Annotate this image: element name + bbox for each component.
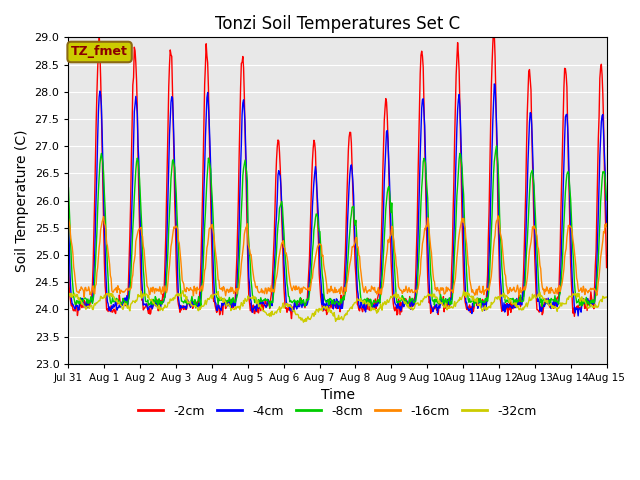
Line: -4cm: -4cm bbox=[68, 84, 607, 316]
-2cm bbox=[74, 307, 82, 313]
Text: TZ_fmet: TZ_fmet bbox=[71, 46, 128, 59]
-8cm bbox=[184, 301, 192, 307]
-32cm bbox=[404, 301, 412, 307]
-16cm bbox=[81, 294, 88, 300]
-2cm bbox=[490, 26, 497, 32]
-2cm bbox=[65, 253, 72, 259]
-32cm bbox=[214, 292, 221, 298]
-8cm bbox=[419, 159, 427, 165]
-4cm bbox=[184, 300, 192, 306]
X-axis label: Time: Time bbox=[321, 388, 355, 402]
-16cm bbox=[74, 289, 82, 295]
-32cm bbox=[65, 293, 72, 299]
-32cm bbox=[185, 299, 193, 305]
-32cm bbox=[603, 294, 611, 300]
-2cm bbox=[184, 300, 192, 306]
-32cm bbox=[130, 299, 138, 304]
-32cm bbox=[74, 296, 82, 302]
-2cm bbox=[130, 74, 138, 80]
-16cm bbox=[65, 216, 72, 221]
-4cm bbox=[574, 313, 582, 319]
-8cm bbox=[214, 295, 221, 300]
-4cm bbox=[603, 223, 611, 229]
-8cm bbox=[493, 143, 500, 149]
Line: -2cm: -2cm bbox=[68, 29, 607, 319]
-2cm bbox=[603, 264, 611, 270]
-16cm bbox=[185, 288, 193, 294]
-4cm bbox=[403, 298, 411, 304]
-4cm bbox=[74, 307, 82, 313]
-2cm bbox=[213, 310, 221, 315]
-8cm bbox=[74, 300, 82, 306]
-2cm bbox=[419, 64, 427, 70]
-4cm bbox=[213, 307, 221, 313]
-16cm bbox=[419, 237, 427, 243]
-4cm bbox=[65, 216, 72, 222]
-16cm bbox=[214, 267, 221, 273]
Legend: -2cm, -4cm, -8cm, -16cm, -32cm: -2cm, -4cm, -8cm, -16cm, -32cm bbox=[133, 400, 541, 423]
-8cm bbox=[192, 305, 200, 311]
-16cm bbox=[404, 289, 412, 295]
-8cm bbox=[65, 185, 72, 191]
-32cm bbox=[420, 296, 428, 301]
-16cm bbox=[131, 258, 138, 264]
-32cm bbox=[300, 319, 307, 325]
-8cm bbox=[130, 213, 138, 219]
-4cm bbox=[490, 81, 498, 87]
Y-axis label: Soil Temperature (C): Soil Temperature (C) bbox=[15, 129, 29, 272]
-32cm bbox=[179, 288, 187, 294]
-16cm bbox=[494, 213, 502, 219]
-8cm bbox=[404, 300, 412, 306]
-2cm bbox=[287, 316, 295, 322]
-8cm bbox=[603, 197, 611, 203]
-16cm bbox=[603, 221, 611, 227]
-4cm bbox=[130, 137, 138, 143]
Line: -32cm: -32cm bbox=[68, 291, 607, 322]
-4cm bbox=[419, 97, 426, 103]
-2cm bbox=[404, 300, 412, 305]
Title: Tonzi Soil Temperatures Set C: Tonzi Soil Temperatures Set C bbox=[215, 15, 460, 33]
Line: -16cm: -16cm bbox=[68, 216, 607, 297]
Line: -8cm: -8cm bbox=[68, 146, 607, 308]
